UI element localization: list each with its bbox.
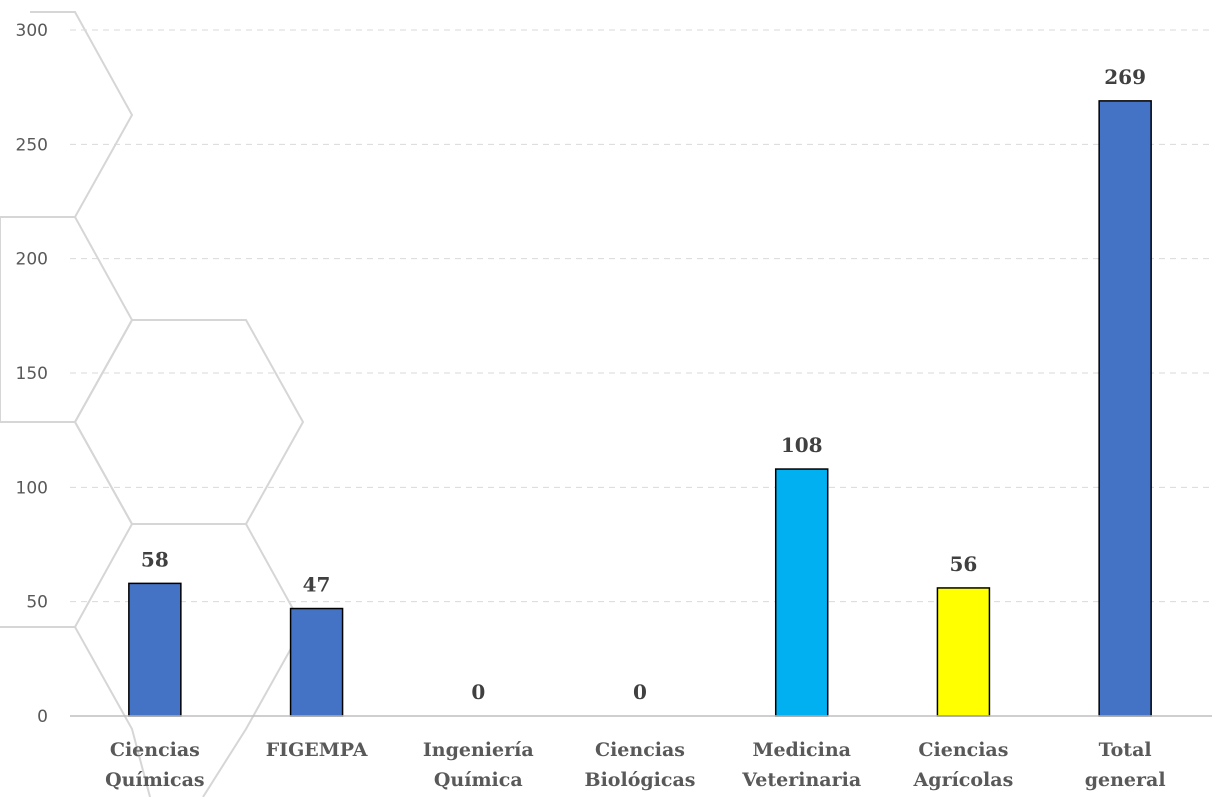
hexagon-outline-middle	[0, 216, 134, 423]
hexagon-outline-top	[0, 11, 134, 218]
category-label: Ciencias Biológicas	[585, 739, 696, 791]
y-axis-tick-labels: 0 50 100 150 200 250 300	[16, 21, 48, 727]
data-label: 0	[471, 680, 485, 704]
category-label: Total general	[1085, 739, 1166, 791]
y-tick-label: 150	[16, 364, 48, 384]
y-tick-label: 50	[26, 593, 48, 613]
category-label-line: Química	[434, 769, 523, 791]
category-label-line: Ciencias	[918, 739, 1008, 761]
category-label-line: Biológicas	[585, 769, 696, 791]
category-label-line: Veterinaria	[741, 769, 861, 791]
data-label: 47	[303, 573, 331, 597]
bars	[128, 100, 1152, 717]
hexagon-outline-bottom-left	[0, 626, 151, 797]
data-label: 58	[141, 547, 169, 571]
hexagon-outline-center	[73, 319, 305, 525]
category-label: Ingeniería Química	[423, 739, 534, 791]
bar	[1098, 100, 1152, 717]
category-label-line: Ciencias	[595, 739, 685, 761]
y-tick-label: 100	[16, 478, 48, 498]
bar	[774, 468, 829, 717]
category-label-line: Ciencias	[110, 739, 200, 761]
category-label-line: Agrícolas	[913, 769, 1014, 791]
category-label: Medicina Veterinaria	[741, 739, 861, 791]
category-label: FIGEMPA	[266, 739, 368, 761]
data-label: 108	[781, 433, 823, 457]
gridlines	[70, 29, 1212, 603]
category-label-line: Medicina	[752, 739, 851, 761]
category-labels: Ciencias Químicas FIGEMPA Ingeniería Química…	[105, 739, 1165, 791]
data-label: 269	[1104, 65, 1146, 89]
category-label-line: Ingeniería	[423, 739, 534, 761]
category-label-line: FIGEMPA	[266, 739, 368, 761]
data-label: 0	[633, 680, 647, 704]
y-tick-label: 250	[16, 135, 48, 155]
y-tick-label: 0	[37, 707, 48, 727]
y-tick-label: 200	[16, 250, 48, 270]
category-label-line: Total	[1099, 739, 1152, 761]
bar	[936, 587, 991, 717]
bar	[128, 582, 182, 717]
category-label: Ciencias Agrícolas	[913, 739, 1014, 791]
data-labels: 58 47 0 0 108 56 269	[141, 65, 1146, 704]
category-label-line: Químicas	[105, 769, 204, 791]
bar	[289, 607, 344, 717]
category-label-line: general	[1085, 769, 1166, 791]
category-label: Ciencias Químicas	[105, 739, 204, 791]
data-label: 56	[950, 552, 978, 576]
hexagon-outline-lower	[0, 421, 134, 628]
y-tick-label: 300	[16, 21, 48, 41]
